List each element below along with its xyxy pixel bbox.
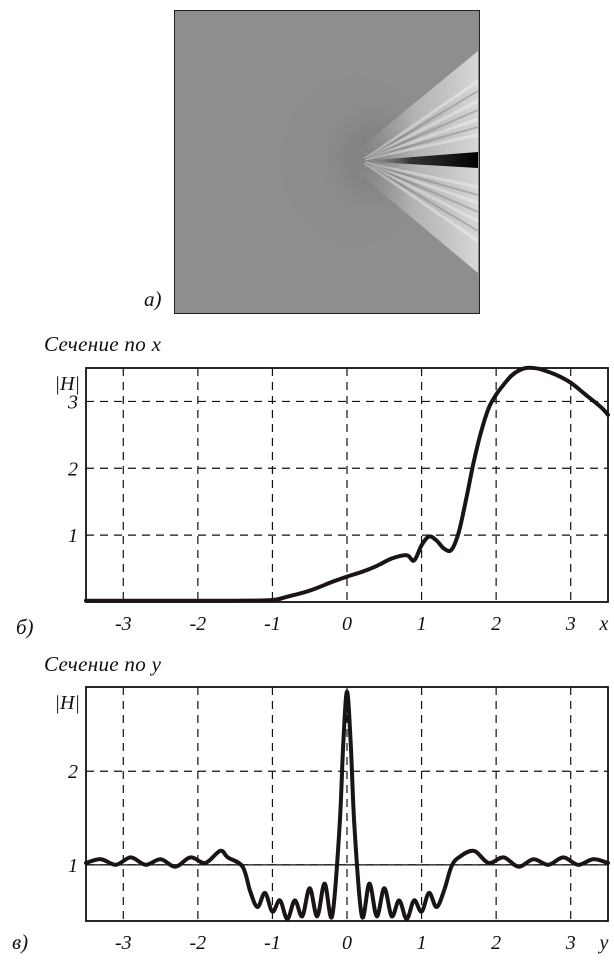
chart-1-y-axis-label: |H|	[55, 373, 80, 395]
chart-1-x-tick-label: -1	[264, 613, 281, 635]
chart-2-x-tick-label: 3	[565, 932, 576, 954]
chart-2-x-tick-label: 1	[417, 932, 427, 954]
chart-2-x-tick-label: -2	[190, 932, 207, 954]
chart-2-frame	[85, 686, 609, 922]
chart-1-y-tick-label: 1	[68, 525, 78, 547]
chart-1-y-tick-label: 3	[67, 391, 78, 413]
field-image	[174, 10, 480, 314]
chart-2: -3 -2 -1 0 1 2 3 1 2 y |H|	[55, 686, 610, 954]
chart-1-title: Сечение по x	[44, 332, 162, 356]
chart-1-x-tick-label: -3	[115, 613, 132, 635]
chart-1-x-tick-label: -2	[190, 613, 207, 635]
chart-2-y-tick-label: 1	[68, 855, 78, 877]
chart-1-x-tick-label: 3	[565, 613, 576, 635]
chart-1-x-tick-label: 1	[417, 613, 427, 635]
chart-1-y-tick-label: 2	[68, 458, 78, 480]
chart-2-x-axis-label: y	[598, 932, 609, 954]
chart-2-series-line	[84, 689, 610, 922]
chart-2-y-axis-label: |H|	[55, 692, 80, 714]
chart-1-frame	[85, 367, 609, 603]
chart-1: -3 -2 -1 0 1 2 3 1 2 3 x |H|	[55, 365, 610, 635]
chart-1-x-axis-label: x	[599, 613, 609, 635]
field-image-graphic	[175, 11, 479, 312]
chart-2-x-tick-label: 2	[491, 932, 501, 954]
chart-2-x-tick-label: 0	[342, 932, 352, 954]
panel-c-label: в)	[12, 930, 29, 954]
chart-1-x-tick-label: 0	[342, 613, 352, 635]
chart-2-x-tick-label: -3	[115, 932, 132, 954]
chart-2-title: Сечение по y	[44, 652, 162, 676]
chart-2-x-tick-label: -1	[264, 932, 281, 954]
chart-1-x-tick-label: 2	[491, 613, 501, 635]
panel-a-label: а)	[144, 287, 162, 311]
panel-b-label: б)	[16, 615, 34, 639]
chart-2-y-tick-label: 2	[68, 761, 78, 783]
chart-1-series-line	[84, 365, 610, 603]
